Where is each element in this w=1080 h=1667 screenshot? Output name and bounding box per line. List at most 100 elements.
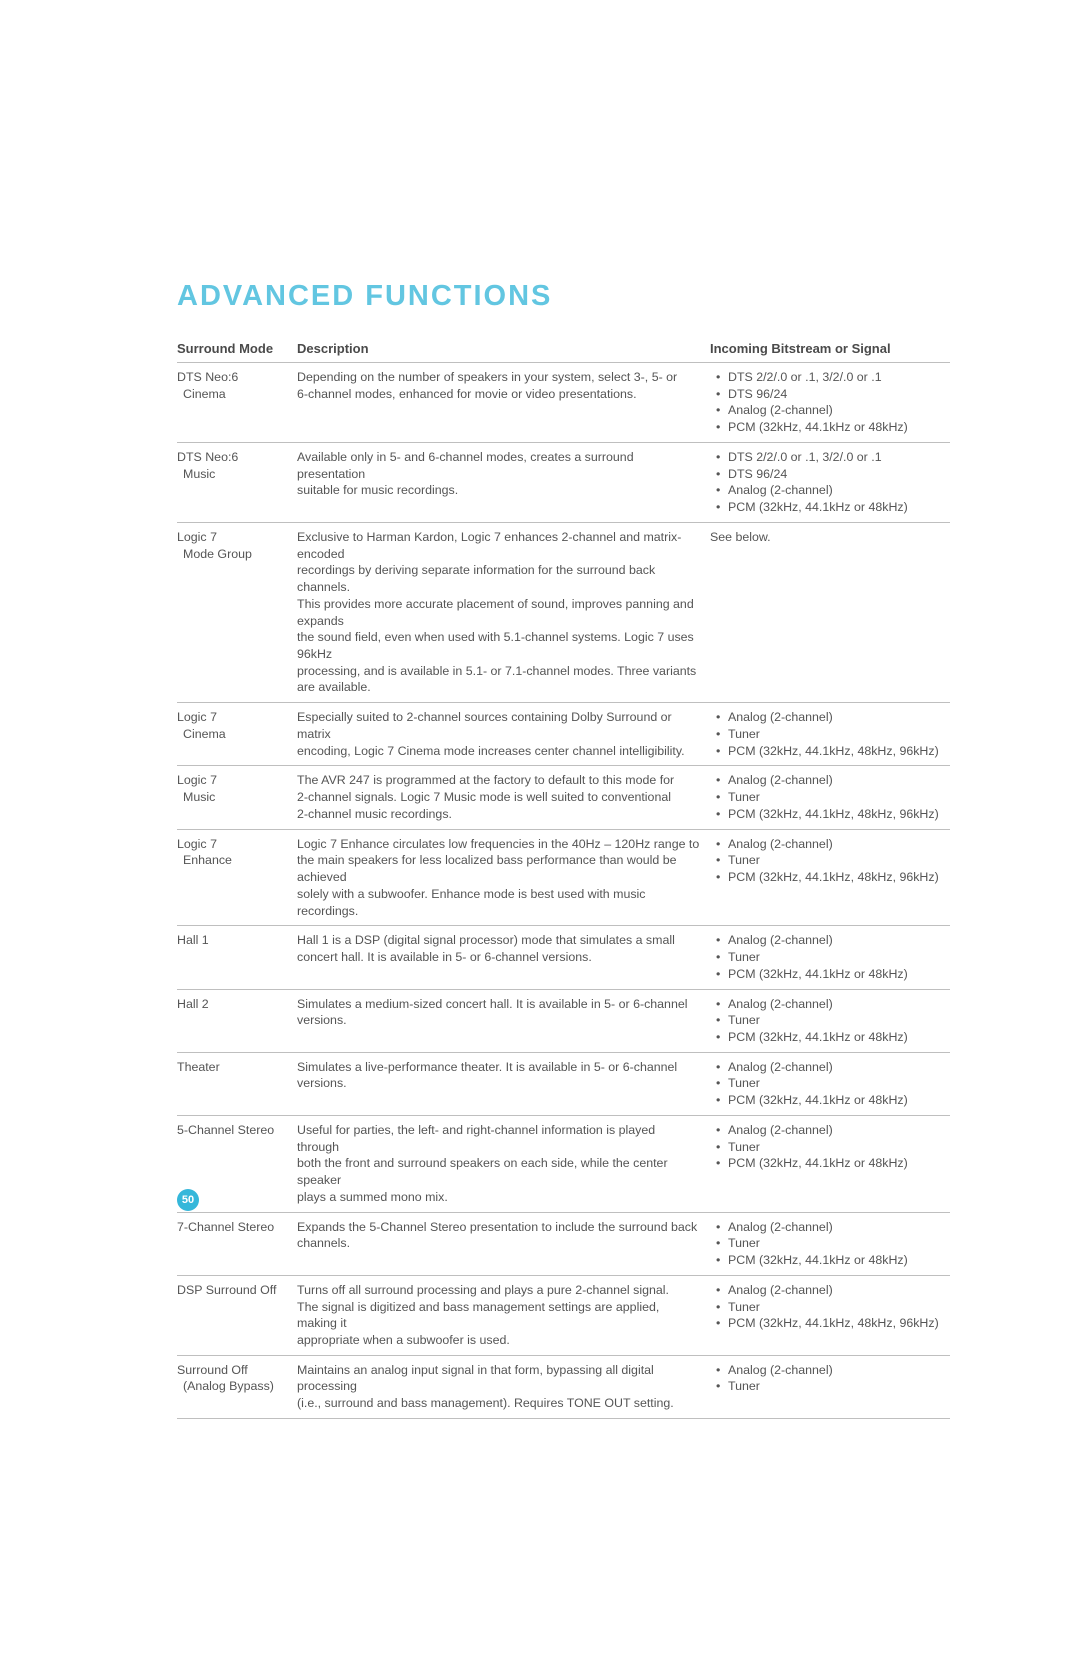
desc-line: The AVR 247 is programmed at the factory… (297, 772, 700, 789)
mode-line: Logic 7 (177, 836, 287, 853)
signal-cell: Analog (2-channel)TunerPCM (32kHz, 44.1k… (710, 989, 950, 1052)
signal-list: Analog (2-channel)TunerPCM (32kHz, 44.1k… (710, 1122, 940, 1172)
description-cell: Turns off all surround processing and pl… (297, 1275, 710, 1355)
desc-line: 6-channel modes, enhanced for movie or v… (297, 386, 700, 403)
desc-line: This provides more accurate placement of… (297, 596, 700, 629)
description-cell: Simulates a medium-sized concert hall. I… (297, 989, 710, 1052)
mode-line: Music (177, 789, 287, 806)
signal-item: Analog (2-channel) (720, 1219, 940, 1236)
desc-line: the main speakers for less localized bas… (297, 852, 700, 885)
table-body: DTS Neo:6CinemaDepending on the number o… (177, 363, 950, 1419)
desc-line: encoding, Logic 7 Cinema mode increases … (297, 743, 700, 760)
table-row: Hall 2Simulates a medium-sized concert h… (177, 989, 950, 1052)
page-number-badge: 50 (177, 1189, 199, 1211)
mode-cell: 7-Channel Stereo (177, 1212, 297, 1275)
mode-cell: Logic 7Mode Group (177, 522, 297, 702)
signal-item: Analog (2-channel) (720, 482, 940, 499)
desc-line: Depending on the number of speakers in y… (297, 369, 700, 386)
description-cell: Expands the 5-Channel Stereo presentatio… (297, 1212, 710, 1275)
description-cell: Depending on the number of speakers in y… (297, 363, 710, 443)
mode-line: Cinema (177, 386, 287, 403)
mode-cell: DTS Neo:6Music (177, 442, 297, 522)
page-title: ADVANCED FUNCTIONS (177, 280, 950, 313)
signal-item: PCM (32kHz, 44.1kHz or 48kHz) (720, 499, 940, 516)
signal-item: Analog (2-channel) (720, 1122, 940, 1139)
desc-line: concert hall. It is available in 5- or 6… (297, 949, 700, 966)
table-header-row: Surround Mode Description Incoming Bitst… (177, 335, 950, 363)
signal-item: Analog (2-channel) (720, 1362, 940, 1379)
mode-line: Logic 7 (177, 529, 287, 546)
signal-list: Analog (2-channel)Tuner (710, 1362, 940, 1395)
desc-line: channels. (297, 1235, 700, 1252)
signal-item: Tuner (720, 949, 940, 966)
desc-line: plays a summed mono mix. (297, 1189, 700, 1206)
signal-item: Tuner (720, 789, 940, 806)
signal-item: Tuner (720, 1139, 940, 1156)
desc-line: The signal is digitized and bass managem… (297, 1299, 700, 1332)
mode-cell: Surround Off(Analog Bypass) (177, 1355, 297, 1418)
signal-item: DTS 96/24 (720, 466, 940, 483)
signal-item: PCM (32kHz, 44.1kHz or 48kHz) (720, 1092, 940, 1109)
signal-cell: Analog (2-channel)TunerPCM (32kHz, 44.1k… (710, 1275, 950, 1355)
signal-item: Tuner (720, 1075, 940, 1092)
signal-list: Analog (2-channel)TunerPCM (32kHz, 44.1k… (710, 996, 940, 1046)
signal-cell: Analog (2-channel)TunerPCM (32kHz, 44.1k… (710, 926, 950, 989)
table-row: Logic 7CinemaEspecially suited to 2-chan… (177, 703, 950, 766)
desc-line: versions. (297, 1075, 700, 1092)
signal-item: Analog (2-channel) (720, 1059, 940, 1076)
signal-item: Tuner (720, 1378, 940, 1395)
mode-line: Logic 7 (177, 772, 287, 789)
description-cell: Available only in 5- and 6-channel modes… (297, 442, 710, 522)
desc-line: Simulates a live-performance theater. It… (297, 1059, 700, 1076)
mode-cell: Logic 7Music (177, 766, 297, 829)
signal-item: Analog (2-channel) (720, 772, 940, 789)
mode-cell: Hall 1 (177, 926, 297, 989)
desc-line: Available only in 5- and 6-channel modes… (297, 449, 700, 482)
table-row: Logic 7MusicThe AVR 247 is programmed at… (177, 766, 950, 829)
desc-line: suitable for music recordings. (297, 482, 700, 499)
signal-item: Tuner (720, 1235, 940, 1252)
signal-list: Analog (2-channel)TunerPCM (32kHz, 44.1k… (710, 1219, 940, 1269)
signal-item: DTS 2/2/.0 or .1, 3/2/.0 or .1 (720, 369, 940, 386)
desc-line: Especially suited to 2-channel sources c… (297, 709, 700, 742)
signal-item: PCM (32kHz, 44.1kHz, 48kHz, 96kHz) (720, 869, 940, 886)
signal-cell: Analog (2-channel)TunerPCM (32kHz, 44.1k… (710, 829, 950, 926)
signal-list: Analog (2-channel)TunerPCM (32kHz, 44.1k… (710, 772, 940, 822)
desc-line: Turns off all surround processing and pl… (297, 1282, 700, 1299)
signal-cell: See below. (710, 522, 950, 702)
description-cell: The AVR 247 is programmed at the factory… (297, 766, 710, 829)
mode-cell: Logic 7Cinema (177, 703, 297, 766)
signal-item: Tuner (720, 1012, 940, 1029)
table-row: Surround Off(Analog Bypass)Maintains an … (177, 1355, 950, 1418)
signal-item: PCM (32kHz, 44.1kHz, 48kHz, 96kHz) (720, 743, 940, 760)
signal-item: DTS 96/24 (720, 386, 940, 403)
description-cell: Maintains an analog input signal in that… (297, 1355, 710, 1418)
signal-item: Analog (2-channel) (720, 709, 940, 726)
desc-line: Simulates a medium-sized concert hall. I… (297, 996, 700, 1013)
desc-line: Maintains an analog input signal in that… (297, 1362, 700, 1395)
signal-cell: Analog (2-channel)TunerPCM (32kHz, 44.1k… (710, 1052, 950, 1115)
mode-line: 5-Channel Stereo (177, 1122, 287, 1139)
desc-line: processing, and is available in 5.1- or … (297, 663, 700, 696)
signal-item: Analog (2-channel) (720, 932, 940, 949)
mode-cell: Theater (177, 1052, 297, 1115)
mode-line: 7-Channel Stereo (177, 1219, 287, 1236)
col-signal: Incoming Bitstream or Signal (710, 335, 950, 363)
desc-line: solely with a subwoofer. Enhance mode is… (297, 886, 700, 919)
desc-line: Useful for parties, the left- and right-… (297, 1122, 700, 1155)
signal-cell: DTS 2/2/.0 or .1, 3/2/.0 or .1DTS 96/24A… (710, 363, 950, 443)
signal-item: Tuner (720, 726, 940, 743)
desc-line: both the front and surround speakers on … (297, 1155, 700, 1188)
desc-line: Expands the 5-Channel Stereo presentatio… (297, 1219, 700, 1236)
signal-cell: Analog (2-channel)Tuner (710, 1355, 950, 1418)
mode-line: Enhance (177, 852, 287, 869)
signal-cell: DTS 2/2/.0 or .1, 3/2/.0 or .1DTS 96/24A… (710, 442, 950, 522)
mode-cell: DSP Surround Off (177, 1275, 297, 1355)
signal-item: Analog (2-channel) (720, 1282, 940, 1299)
desc-line: recordings by deriving separate informat… (297, 562, 700, 595)
signal-list: Analog (2-channel)TunerPCM (32kHz, 44.1k… (710, 709, 940, 759)
mode-line: Theater (177, 1059, 287, 1076)
table-row: Theater Simulates a live-performance thea… (177, 1052, 950, 1115)
col-desc: Description (297, 335, 710, 363)
description-cell: Useful for parties, the left- and right-… (297, 1115, 710, 1212)
